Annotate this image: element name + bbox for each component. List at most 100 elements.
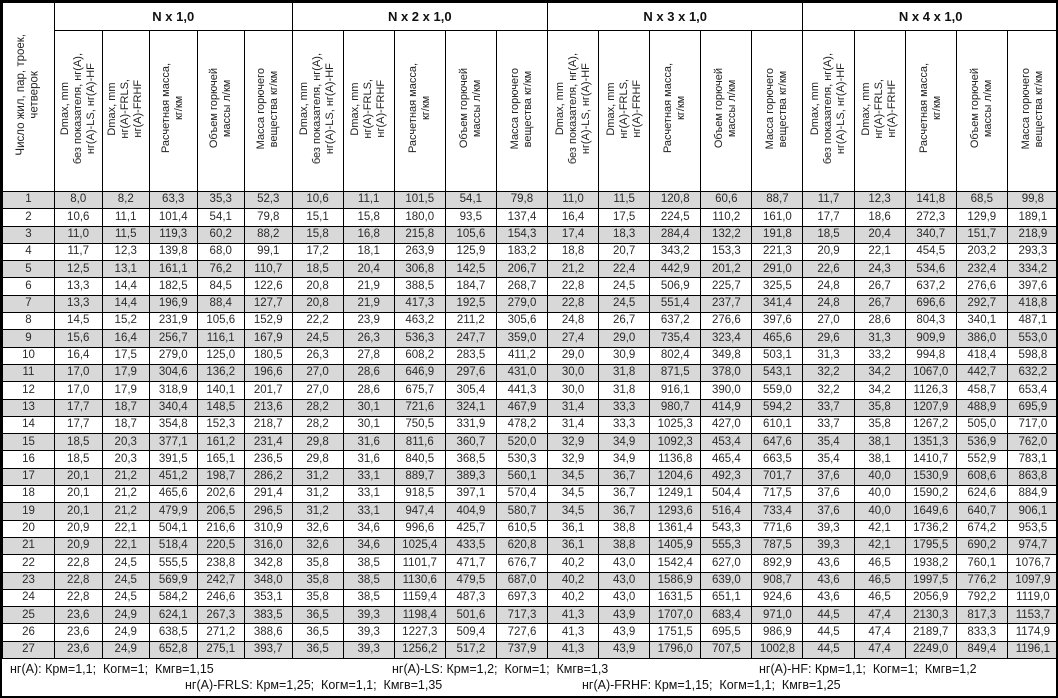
value-cell: 863,8 bbox=[1006, 467, 1056, 487]
value-cell: 1067,0 bbox=[904, 363, 957, 383]
value-cell: 218,9 bbox=[1006, 225, 1056, 244]
value-cell: 30,0 bbox=[546, 363, 600, 383]
value-cell: 32,6 bbox=[291, 536, 344, 556]
value-cell: 180,0 bbox=[393, 208, 446, 227]
value-cell: 792,2 bbox=[955, 588, 1008, 608]
value-cell: 220,5 bbox=[196, 536, 245, 556]
value-cell: 383,5 bbox=[244, 606, 293, 625]
value-cell: 1249,1 bbox=[649, 485, 702, 504]
value-cell: 555,5 bbox=[149, 554, 198, 573]
value-cell: 28,6 bbox=[342, 363, 395, 383]
value-cell: 148,5 bbox=[196, 398, 245, 417]
value-cell: 465,4 bbox=[700, 450, 753, 469]
value-cell: 35,3 bbox=[196, 190, 245, 210]
value-cell: 39,3 bbox=[802, 536, 855, 556]
value-cell: 21,2 bbox=[101, 485, 150, 504]
value-cell: 125,9 bbox=[444, 242, 497, 262]
value-cell: 26,7 bbox=[853, 294, 906, 314]
value-cell: 1025,3 bbox=[649, 415, 702, 435]
col-header-calc-mass: Расчетная масса, кг/км bbox=[393, 30, 446, 192]
value-cell: 1361,4 bbox=[649, 519, 702, 538]
col-header-calc-mass: Расчетная масса, кг/км bbox=[904, 30, 957, 192]
value-cell: 804,3 bbox=[904, 312, 957, 331]
value-cell: 33,1 bbox=[342, 502, 395, 521]
value-cell: 76,2 bbox=[196, 260, 245, 279]
value-cell: 46,5 bbox=[853, 554, 906, 573]
value-cell: 18,5 bbox=[802, 225, 855, 244]
footnote-ng-a-frls: нг(А)-FRLS: Крм=1,25; Когм=1,1; Кмгв=1,3… bbox=[185, 678, 443, 693]
value-cell: 39,3 bbox=[802, 519, 855, 538]
row-number-cell: 11 bbox=[2, 363, 55, 383]
value-cell: 397,6 bbox=[1006, 277, 1056, 296]
row-number-cell: 4 bbox=[2, 242, 55, 262]
value-cell: 22,6 bbox=[802, 260, 855, 279]
value-cell: 31,6 bbox=[342, 433, 395, 452]
value-cell: 263,9 bbox=[393, 242, 446, 262]
value-cell: 31,8 bbox=[598, 381, 651, 400]
value-cell: 391,5 bbox=[149, 450, 198, 469]
value-cell: 35,4 bbox=[802, 433, 855, 452]
value-cell: 31,3 bbox=[802, 346, 855, 365]
value-cell: 15,8 bbox=[291, 225, 344, 244]
value-cell: 974,7 bbox=[1006, 536, 1056, 556]
table-row: 19 20,1 21,2 479,9 206,5 296,5 31,2 33,1 947,4 40… bbox=[2, 502, 1056, 521]
value-cell: 29,8 bbox=[291, 433, 344, 452]
value-cell: 27,0 bbox=[291, 363, 344, 383]
value-cell: 24,5 bbox=[101, 588, 150, 608]
row-number-cell: 6 bbox=[2, 277, 55, 296]
value-cell: 695,5 bbox=[700, 623, 753, 642]
value-cell: 570,4 bbox=[495, 485, 549, 504]
value-cell: 18,3 bbox=[598, 225, 651, 244]
value-cell: 43,9 bbox=[598, 640, 651, 660]
value-cell: 182,5 bbox=[149, 277, 198, 296]
value-cell: 18,5 bbox=[54, 450, 103, 469]
value-cell: 906,1 bbox=[1006, 502, 1056, 521]
value-cell: 530,3 bbox=[495, 450, 549, 469]
value-cell: 695,9 bbox=[1006, 398, 1056, 417]
value-cell: 24,8 bbox=[802, 294, 855, 314]
value-cell: 37,6 bbox=[802, 502, 855, 521]
value-cell: 637,2 bbox=[649, 312, 702, 331]
value-cell: 12,3 bbox=[853, 190, 906, 210]
value-cell: 22,8 bbox=[546, 294, 600, 314]
value-cell: 1101,7 bbox=[393, 554, 446, 573]
value-cell: 674,2 bbox=[955, 519, 1008, 538]
value-cell: 17,4 bbox=[546, 225, 600, 244]
value-cell: 36,7 bbox=[598, 502, 651, 521]
row-number-cell: 18 bbox=[2, 485, 55, 504]
value-cell: 1751,5 bbox=[649, 623, 702, 642]
value-cell: 1649,6 bbox=[904, 502, 957, 521]
value-cell: 23,6 bbox=[54, 640, 103, 660]
value-cell: 38,8 bbox=[598, 536, 651, 556]
value-cell: 20,8 bbox=[291, 294, 344, 314]
value-cell: 20,4 bbox=[853, 225, 906, 244]
value-cell: 393,7 bbox=[244, 640, 293, 660]
value-cell: 638,5 bbox=[149, 623, 198, 642]
value-cell: 1997,5 bbox=[904, 571, 957, 590]
value-cell: 717,0 bbox=[1006, 415, 1056, 435]
value-cell: 99,1 bbox=[244, 242, 293, 262]
value-cell: 18,6 bbox=[853, 208, 906, 227]
value-cell: 129,9 bbox=[955, 208, 1008, 227]
value-cell: 231,9 bbox=[149, 312, 198, 331]
table-row: 23 22,8 24,5 569,9 242,7 348,0 35,8 38,5 1130,6 4… bbox=[2, 571, 1056, 590]
value-cell: 27,0 bbox=[291, 381, 344, 400]
value-cell: 377,1 bbox=[149, 433, 198, 452]
value-cell: 52,3 bbox=[244, 190, 293, 210]
row-number-cell: 7 bbox=[2, 294, 55, 314]
value-cell: 543,1 bbox=[751, 363, 804, 383]
value-cell: 504,4 bbox=[700, 485, 753, 504]
value-cell: 310,9 bbox=[244, 519, 293, 538]
value-cell: 620,8 bbox=[495, 536, 549, 556]
value-cell: 34,5 bbox=[546, 502, 600, 521]
value-cell: 1136,8 bbox=[649, 450, 702, 469]
value-cell: 717,5 bbox=[751, 485, 804, 504]
value-cell: 105,6 bbox=[196, 312, 245, 331]
value-cell: 17,2 bbox=[291, 242, 344, 262]
value-cell: 21,9 bbox=[342, 294, 395, 314]
value-cell: 1097,9 bbox=[1006, 571, 1056, 590]
value-cell: 20,9 bbox=[802, 242, 855, 262]
value-cell: 39,3 bbox=[342, 623, 395, 642]
value-cell: 17,7 bbox=[54, 415, 103, 435]
value-cell: 17,0 bbox=[54, 363, 103, 383]
